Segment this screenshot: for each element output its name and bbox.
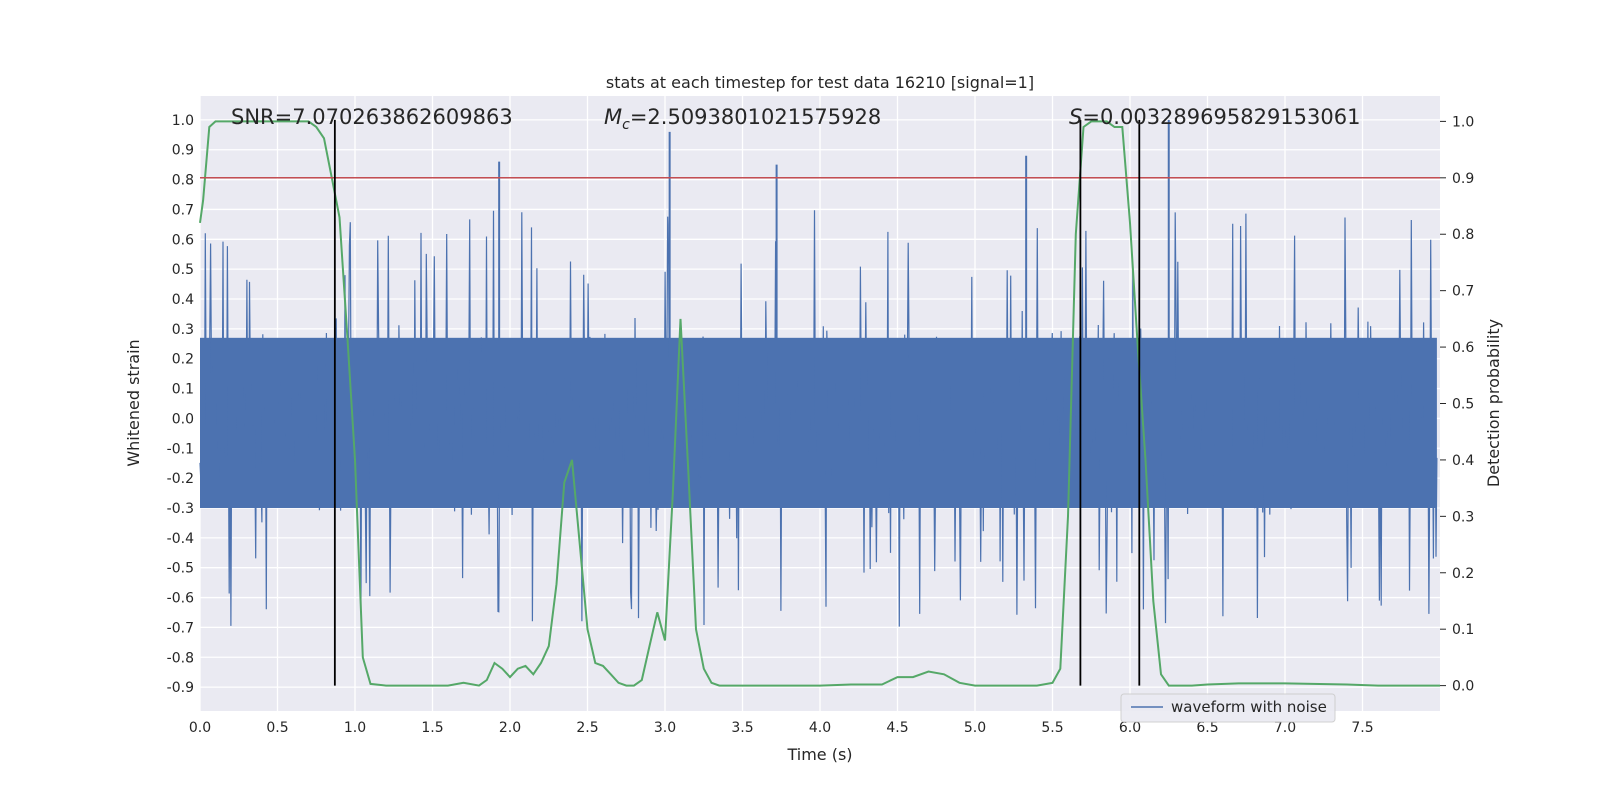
y2-axis-label: Detection probability — [1484, 319, 1503, 487]
s-symbol: S — [1069, 105, 1082, 129]
y2-tick-label: 0.6 — [1452, 340, 1474, 356]
snr-annotation: SNR=7.070263862609863 — [231, 105, 513, 129]
y-tick-label: 0.6 — [172, 232, 194, 248]
chirp-mass-annotation: Mc=2.5093801021575928 — [604, 105, 881, 133]
chart-title: stats at each timestep for test data 162… — [606, 73, 1034, 92]
y-tick-label: -0.6 — [167, 591, 194, 607]
y-tick-label: 0.1 — [172, 382, 194, 398]
y-tick-label: -0.1 — [167, 441, 194, 457]
chirp-mass-symbol: M — [604, 105, 622, 129]
x-tick-label: 2.5 — [576, 720, 598, 736]
x-tick-label: 1.5 — [421, 720, 443, 736]
y2-tick-label: 0.7 — [1452, 284, 1474, 300]
x-tick-label: 5.0 — [964, 720, 986, 736]
y-tick-label: 0.2 — [172, 352, 194, 368]
y-tick-label: 0.3 — [172, 322, 194, 338]
x-tick-label: 5.5 — [1041, 720, 1063, 736]
y-tick-label: -0.8 — [167, 650, 194, 666]
x-tick-label: 7.5 — [1351, 720, 1373, 736]
y2-tick-label: 0.5 — [1452, 397, 1474, 413]
series-waveform-with-noise — [199, 119, 1438, 627]
legend-box — [1120, 693, 1336, 723]
noise-line — [199, 210, 1438, 627]
y2-tick-label: 0.0 — [1452, 679, 1474, 695]
y2-tick-label: 0.4 — [1452, 453, 1474, 469]
y-tick-label: 0.0 — [172, 411, 194, 427]
y-tick-label: 0.7 — [172, 202, 194, 218]
y-tick-label: -0.7 — [167, 620, 194, 636]
y-axis-ticks: -0.9 -0.8 -0.7 -0.6 -0.5 -0.4 -0.3 -0.2 -0.1 0.0 0… — [167, 113, 194, 696]
y-tick-label: -0.9 — [167, 680, 194, 696]
y-axis-label: Whitened strain — [124, 339, 143, 466]
y-tick-label: -0.5 — [167, 561, 194, 577]
y-tick-label: -0.3 — [167, 501, 194, 517]
x-tick-label: 4.0 — [809, 720, 831, 736]
y-tick-label: 0.8 — [172, 173, 194, 189]
x-tick-label: 1.0 — [344, 720, 366, 736]
x-tick-label: 2.0 — [499, 720, 521, 736]
x-tick-label: 0.5 — [266, 720, 288, 736]
x-tick-label: 3.0 — [654, 720, 676, 736]
chirp-mass-value: =2.5093801021575928 — [630, 105, 881, 129]
y2-tick-label: 0.8 — [1452, 227, 1474, 243]
reference-lines — [200, 119, 1440, 686]
y-tick-label: -0.4 — [167, 531, 194, 547]
y2-tick-label: 0.2 — [1452, 566, 1474, 582]
chirp-mass-subscript: c — [622, 117, 630, 133]
x-tick-label: 0.0 — [189, 720, 211, 736]
x-tick-label: 3.5 — [731, 720, 753, 736]
x-axis-label: Time (s) — [786, 745, 852, 764]
x-tick-label: 7.0 — [1274, 720, 1296, 736]
x-tick-label: 6.0 — [1119, 720, 1141, 736]
legend: waveform with noise — [1120, 693, 1336, 723]
x-axis-ticks: 0.0 0.5 1.0 1.5 2.0 2.5 3.0 3.5 4.0 4.5 5.0 5.5 6.0 6… — [189, 720, 1374, 736]
y-tick-label: 0.9 — [172, 143, 194, 159]
y-tick-label: 0.4 — [172, 292, 194, 308]
y2-tick-label: 1.0 — [1452, 114, 1474, 130]
legend-label: waveform with noise — [1171, 698, 1327, 716]
y2-tick-label: 0.9 — [1452, 171, 1474, 187]
y-tick-label: 1.0 — [172, 113, 194, 129]
y2-axis-ticks: 0.0 0.1 0.2 0.3 0.4 0.5 0.6 0.7 0.8 0.9 1.0 — [1440, 114, 1474, 695]
s-annotation: S=0.003289695829153061 — [1069, 105, 1360, 129]
x-tick-label: 4.5 — [886, 720, 908, 736]
series-detection-probability — [199, 120, 1440, 687]
probability-line — [199, 120, 1440, 687]
y2-tick-label: 0.3 — [1452, 509, 1474, 525]
y2-tick-label: 0.1 — [1452, 622, 1474, 638]
s-value: =0.003289695829153061 — [1082, 105, 1360, 129]
x-tick-label: 6.5 — [1196, 720, 1218, 736]
y-tick-label: -0.2 — [167, 471, 194, 487]
y-tick-label: 0.5 — [172, 262, 194, 278]
